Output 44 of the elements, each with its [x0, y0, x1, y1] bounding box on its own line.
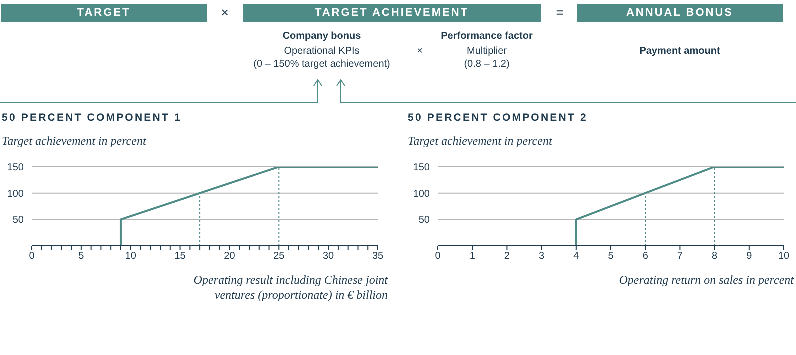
x-tick-label: 3	[539, 251, 546, 262]
text: Payment amount	[638, 46, 722, 57]
x-tick-label: 35	[372, 251, 384, 262]
text: Operational KPIs	[284, 46, 360, 57]
chart-title: 50 PERCENT COMPONENT 1	[2, 112, 182, 124]
y-axis-title: Target achievement in percent	[2, 134, 146, 149]
y-tick-label: 100	[7, 188, 24, 200]
x-tick-label: 8	[712, 251, 718, 262]
text: =	[555, 4, 565, 22]
x-tick-label: 15	[174, 251, 186, 262]
text: Multiplier	[466, 46, 507, 57]
x-tick-label: 9	[746, 251, 753, 262]
text: Company bonus	[282, 31, 362, 42]
text: (0.8 – 1.2)	[464, 59, 510, 70]
text: Performance factor	[440, 31, 534, 42]
y-tick-label: 150	[413, 162, 430, 174]
x-tick-label: 2	[504, 251, 510, 262]
text: ×	[417, 46, 423, 57]
x-tick-label: 30	[323, 251, 335, 262]
x-tick-label: 10	[778, 251, 790, 262]
x-tick-label: 4	[574, 251, 580, 262]
x-tick-label: 5	[608, 251, 614, 262]
x-axis-title: Operating result including Chinese joint ventures (proportionate) in € billion	[192, 273, 388, 303]
y-tick-label: 50	[12, 215, 24, 226]
x-tick-label: 0	[435, 251, 442, 262]
text: ANNUAL BONUS	[577, 4, 783, 22]
x-tick-label: 0	[29, 251, 36, 262]
y-tick-label: 100	[413, 188, 430, 200]
x-tick-label: 1	[470, 251, 476, 262]
y-axis-title: Target achievement in percent	[408, 134, 552, 149]
y-tick-label: 150	[7, 162, 24, 174]
x-tick-label: 5	[78, 251, 85, 262]
x-axis-title: Operating return on sales in percent	[619, 273, 794, 288]
text: (0 – 150% target achievement)	[252, 59, 392, 70]
text: ×	[220, 4, 230, 22]
chart-title: 50 PERCENT COMPONENT 2	[408, 112, 588, 124]
text: TARGET ACHIEVEMENT	[243, 4, 541, 22]
x-tick-label: 25	[274, 251, 286, 262]
x-tick-label: 10	[125, 251, 137, 262]
x-tick-label: 7	[677, 251, 684, 262]
x-tick-label: 20	[224, 251, 236, 262]
text: TARGET	[1, 4, 207, 22]
y-tick-label: 50	[418, 215, 430, 226]
x-tick-label: 6	[642, 251, 649, 262]
